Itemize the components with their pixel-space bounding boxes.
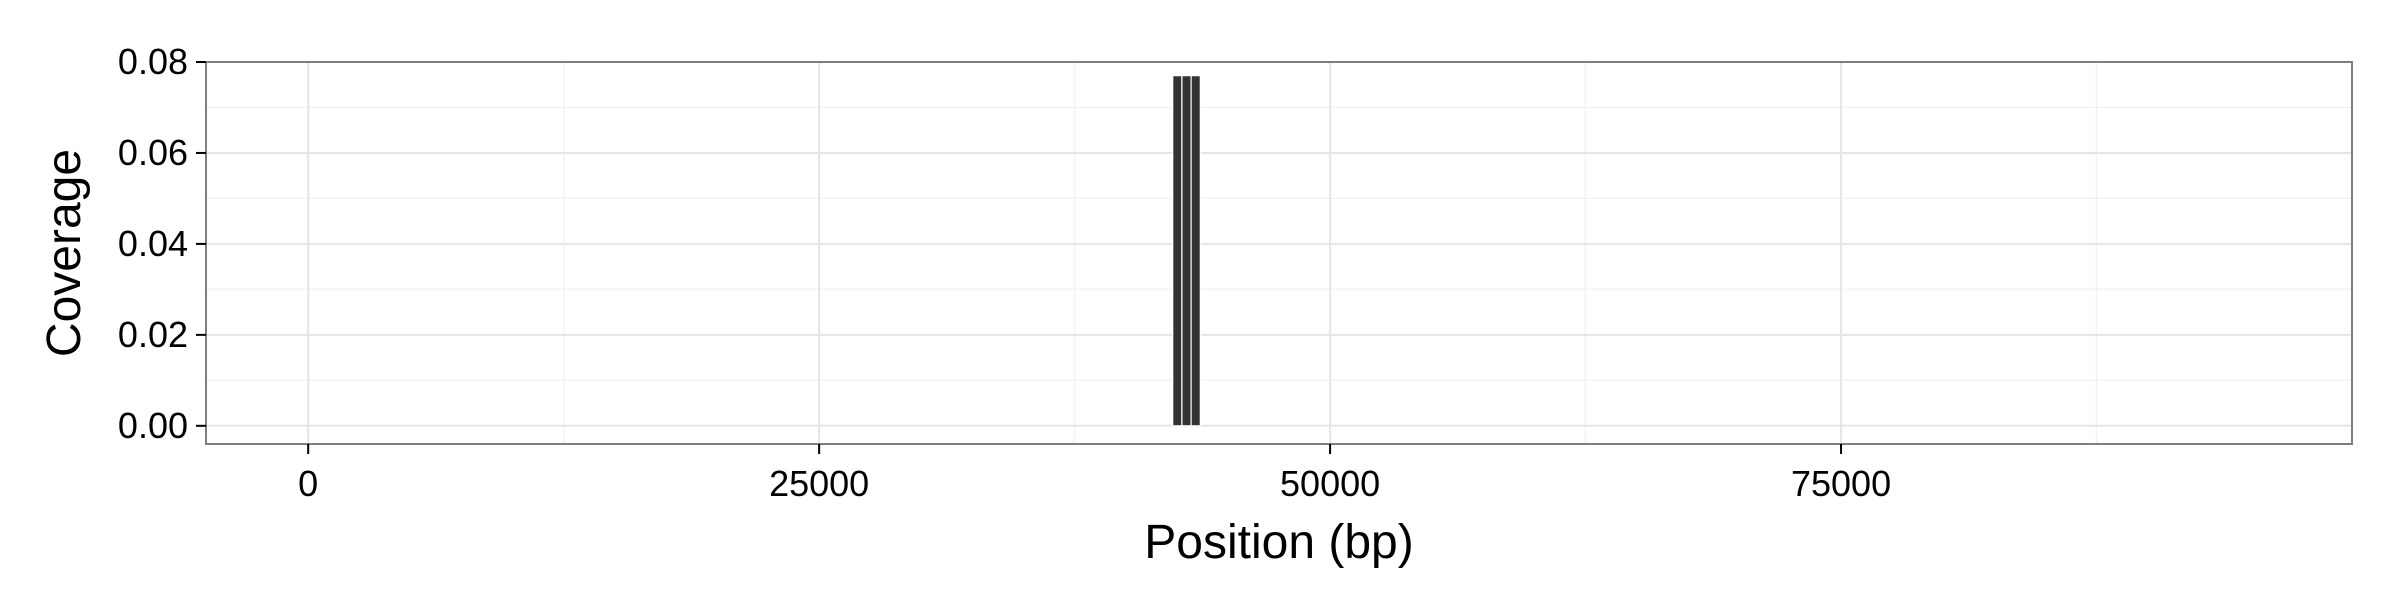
x-tick-label: 50000	[1280, 463, 1380, 504]
y-tick-label: 0.00	[118, 405, 188, 446]
y-tick-label: 0.08	[118, 41, 188, 82]
y-tick-label: 0.02	[118, 314, 188, 355]
plot-border	[205, 61, 2353, 445]
x-tick-label: 75000	[1791, 463, 1891, 504]
bars	[1172, 75, 1201, 427]
grid-minor	[206, 62, 2352, 444]
plot-panel	[206, 62, 2352, 444]
x-axis-title: Position (bp)	[1144, 516, 1413, 569]
x-tick-label: 25000	[769, 463, 869, 504]
x-tick-label: 0	[298, 463, 318, 504]
y-axis: 0.00 0.02 0.04 0.06 0.08	[118, 41, 206, 446]
x-axis: 0 25000 50000 75000	[298, 444, 1891, 504]
y-tick-label: 0.06	[118, 132, 188, 173]
coverage-bar	[1190, 75, 1201, 427]
y-axis-title: Coverage	[38, 149, 91, 357]
y-tick-label: 0.04	[118, 223, 188, 264]
grid-major	[206, 61, 2352, 444]
coverage-bar	[1172, 75, 1183, 427]
coverage-bar	[1181, 75, 1192, 427]
